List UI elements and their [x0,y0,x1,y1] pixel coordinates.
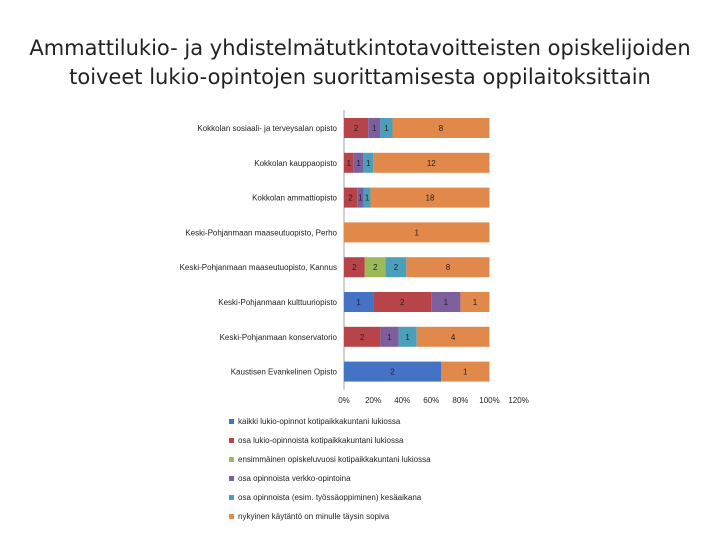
data-label: 1 [473,298,478,307]
bar-segment [373,292,432,312]
x-tick-label: 100% [479,396,499,405]
legend-label: osa opinnoista verkko-opintoina [238,473,351,483]
data-label: 12 [427,159,436,168]
data-label: 1 [356,159,361,168]
data-label: 1 [463,368,468,377]
chart-legend: kaikki lukio-opinnot kotipaikkakuntani l… [229,412,431,526]
x-tick-label: 20% [365,396,381,405]
data-label: 1 [415,228,420,237]
data-label: 1 [365,194,370,203]
legend-swatch [229,513,234,519]
data-label: 8 [446,263,451,272]
legend-item: ensimmäinen opiskeluvuosi kotipaikkakunt… [229,450,431,468]
bar-segment [373,152,490,173]
data-label: 1 [405,333,410,342]
legend-item: nykyinen käytäntö on minulle täysin sopi… [229,507,431,525]
category-label: Kokkolan kauppaopisto [254,159,337,168]
data-label: 1 [444,298,449,307]
bar-segment [392,118,490,138]
legend-label: ensimmäinen opiskeluvuosi kotipaikkakunt… [238,454,431,464]
data-label: 18 [426,194,435,203]
bar-segment [380,118,393,138]
data-label: 2 [400,298,405,307]
bar-segment [380,326,399,347]
x-tick-label: 60% [423,396,439,405]
category-label: Keski-Pohjanmaan kulttuuriopisto [218,298,337,307]
legend-label: osa lukio-opinnoista kotipaikkakuntani l… [238,435,404,445]
x-tick-label: 80% [452,396,468,405]
data-label: 2 [352,263,357,272]
bar-segment [344,361,441,382]
chart-title: Ammattilukio- ja yhdistelmätutkintotavoi… [0,34,720,92]
bar-segment [363,152,374,173]
data-label: 8 [439,124,444,133]
data-label: 1 [366,159,371,168]
category-label: Kokkolan ammattiopisto [252,194,337,203]
bar-segment [406,257,490,278]
bar-segment [344,326,381,347]
category-label: Kokkolan sosiaali- ja terveysalan opisto [197,124,337,133]
legend-item: osa opinnoista verkko-opintoina [229,469,431,487]
bar-segment [398,326,417,347]
data-label: 2 [390,368,395,377]
bar-segment [344,257,365,278]
data-label: 1 [387,333,392,342]
data-label: 1 [356,298,361,307]
bar-segment [416,326,490,347]
data-label: 2 [354,124,359,133]
category-label: Keski-Pohjanmaan maaseutuopisto, Perho [185,228,337,237]
bar-segment [431,292,461,312]
bar-segment [353,152,364,173]
data-label: 1 [384,124,389,133]
legend-item: osa lukio-opinnoista kotipaikkakuntani l… [229,431,431,449]
legend-label: kaikki lukio-opinnot kotipaikkakuntani l… [238,416,401,426]
bar-segment [344,118,369,138]
legend-swatch [229,418,234,424]
category-label: Keski-Pohjanmaan maaseutuopisto, Kannus [180,263,337,272]
data-label: 2 [373,263,378,272]
x-tick-label: 0% [338,396,350,405]
x-tick-label: 40% [394,396,410,405]
category-label: Kaustisen Evankelinen Opisto [231,368,338,377]
bar-segment [364,257,386,278]
bar-segment [368,118,381,138]
data-label: 1 [372,124,377,133]
bar-segment [363,187,371,208]
legend-item: osa opinnoista (esim. työssäoppiminen) k… [229,488,431,506]
chart-title-line-1: Ammattilukio- ja yhdistelmätutkintotavoi… [29,36,691,60]
category-label: Keski-Pohjanmaan konservatorio [220,333,338,342]
data-label: 1 [347,159,352,168]
bar-segment [441,361,490,382]
bar-segment [344,222,490,243]
data-label: 1 [358,194,363,203]
legend-item: kaikki lukio-opinnot kotipaikkakuntani l… [229,412,431,430]
legend-swatch [229,494,234,500]
bar-segment [385,257,407,278]
legend-label: osa opinnoista (esim. työssäoppiminen) k… [238,492,422,502]
data-label: 2 [348,194,353,203]
legend-swatch [229,456,234,462]
x-tick-label: 120% [508,396,528,405]
bar-segment [344,292,374,312]
bar-segment [357,187,364,208]
legend-swatch [229,475,234,481]
chart-title-line-2: toiveet lukio-opintojen suorittamisesta … [69,65,651,89]
data-label: 4 [451,333,456,342]
bar-segment [344,187,358,208]
bar-segment [344,152,354,173]
bar-segment [460,292,490,312]
data-label: 2 [394,263,399,272]
data-label: 2 [360,333,365,342]
legend-swatch [229,437,234,443]
legend-label: nykyinen käytäntö on minulle täysin sopi… [238,511,390,521]
bar-segment [370,187,490,208]
